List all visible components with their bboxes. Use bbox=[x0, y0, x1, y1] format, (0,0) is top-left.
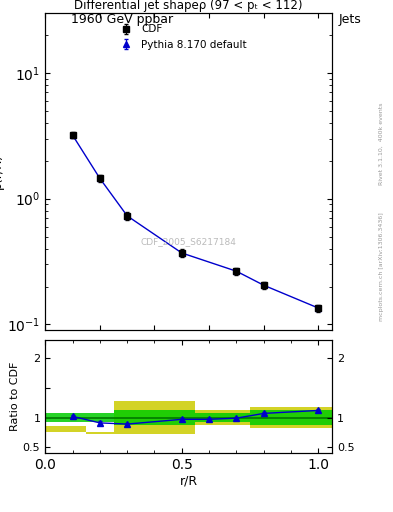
Y-axis label: ρ(r/R): ρ(r/R) bbox=[0, 154, 4, 189]
X-axis label: r/R: r/R bbox=[180, 475, 198, 488]
Text: Jets: Jets bbox=[339, 13, 362, 26]
Text: CDF_2005_S6217184: CDF_2005_S6217184 bbox=[141, 237, 237, 246]
Title: Differential jet shapeρ (97 < pₜ < 112): Differential jet shapeρ (97 < pₜ < 112) bbox=[74, 0, 303, 12]
Legend: CDF, Pythia 8.170 default: CDF, Pythia 8.170 default bbox=[117, 25, 246, 50]
Text: mcplots.cern.ch [arXiv:1306.3436]: mcplots.cern.ch [arXiv:1306.3436] bbox=[379, 212, 384, 321]
Text: 1960 GeV ppbar: 1960 GeV ppbar bbox=[71, 13, 173, 26]
Y-axis label: Ratio to CDF: Ratio to CDF bbox=[10, 362, 20, 432]
Text: Rivet 3.1.10,  400k events: Rivet 3.1.10, 400k events bbox=[379, 102, 384, 185]
